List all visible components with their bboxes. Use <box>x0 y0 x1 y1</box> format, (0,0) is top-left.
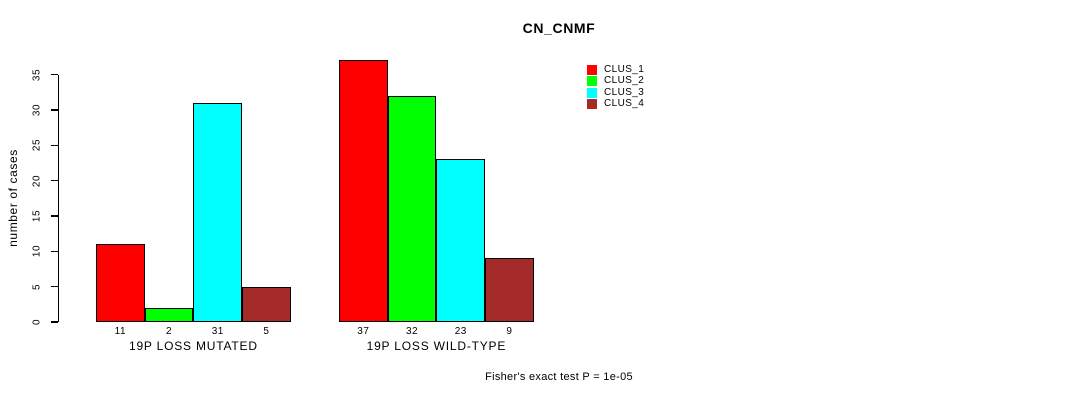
bar <box>144 307 194 322</box>
bar-value-label: 23 <box>454 326 467 337</box>
y-tick-label: 30 <box>31 103 43 116</box>
y-axis-tick <box>51 144 58 146</box>
y-tick-label: 20 <box>31 174 43 187</box>
fisher-test-annotation: Fisher's exact test P = 1e-05 <box>485 371 633 383</box>
y-axis-tick <box>51 250 58 252</box>
bar <box>436 159 486 322</box>
legend-label: CLUS_3 <box>604 86 645 98</box>
bar-value-label: 2 <box>166 326 173 337</box>
bar-value-label: 5 <box>263 326 270 337</box>
y-axis-tick <box>51 179 58 182</box>
bar-value-label: 31 <box>211 326 224 337</box>
bar <box>339 60 388 322</box>
y-tick-label: 25 <box>31 139 43 152</box>
legend-swatch <box>587 65 597 75</box>
y-tick-label: 35 <box>31 68 43 81</box>
legend-label: CLUS_4 <box>604 97 645 109</box>
y-tick-label: 10 <box>31 245 43 258</box>
y-axis-label: number of cases <box>6 149 20 247</box>
bar-value-label: 9 <box>506 326 513 337</box>
y-tick-label: 0 <box>31 318 43 326</box>
bar <box>485 258 534 322</box>
y-axis-tick <box>51 215 58 217</box>
bar-value-label: 32 <box>405 326 419 337</box>
legend-label: CLUS_2 <box>604 75 645 87</box>
chart-title: CN_CNMF <box>522 20 596 36</box>
legend-swatch <box>587 87 597 98</box>
bar <box>242 286 291 322</box>
y-axis-tick <box>51 73 58 76</box>
bar <box>96 244 145 322</box>
x-group-label: 19P LOSS WILD-TYPE <box>366 339 507 353</box>
x-group-label: 19P LOSS MUTATED <box>128 339 258 353</box>
bar-value-label: 11 <box>114 326 127 337</box>
bar <box>387 95 437 322</box>
y-axis-tick <box>51 109 58 111</box>
y-axis-tick <box>51 286 58 288</box>
bar <box>193 102 243 322</box>
bar-value-label: 37 <box>357 326 370 337</box>
legend-swatch <box>587 76 597 87</box>
y-axis-line <box>58 74 60 322</box>
y-tick-label: 5 <box>31 283 43 290</box>
y-axis-tick <box>51 321 58 323</box>
legend-label: CLUS_1 <box>604 64 645 75</box>
legend-swatch <box>587 98 597 109</box>
y-tick-label: 15 <box>31 209 43 222</box>
